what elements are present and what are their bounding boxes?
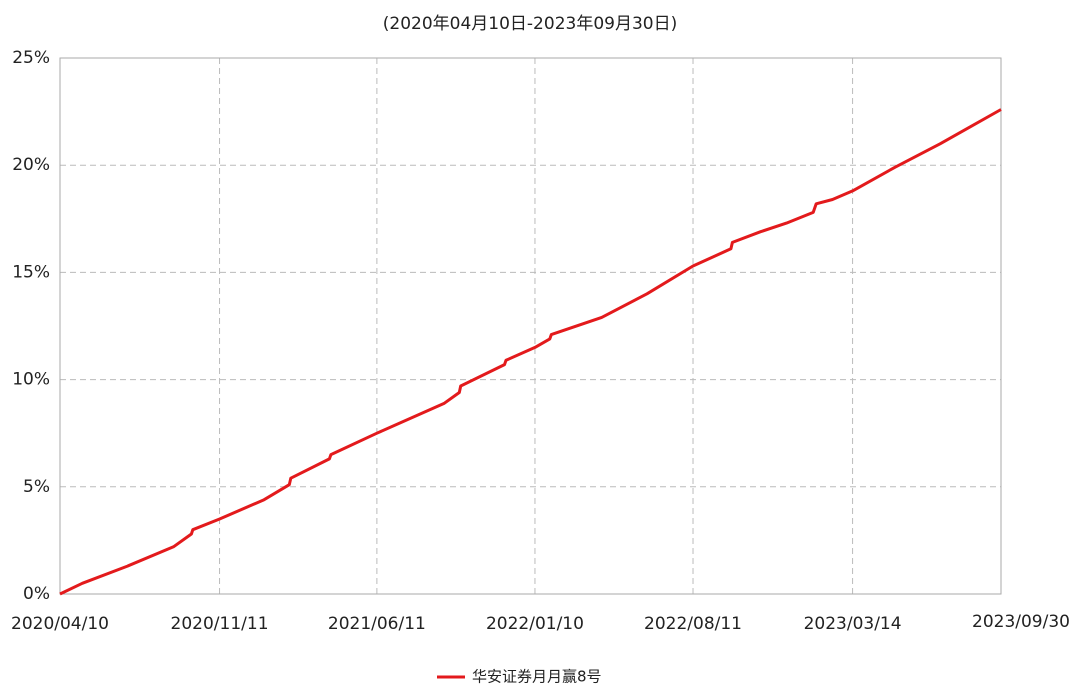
x-tick-label: 2022/08/11 [644, 614, 742, 634]
plot-border [59, 57, 1002, 595]
line [59, 108, 1002, 596]
chart-title: (2020年04月10日-2023年09月30日) [383, 14, 677, 34]
y-tick-label: 0% [23, 584, 50, 604]
y-tick-label: 10% [12, 370, 50, 390]
y-tick-label: 15% [12, 262, 50, 282]
y-tick-label: 5% [23, 477, 50, 497]
x-tick-label: 2020/04/10 [11, 614, 109, 634]
y-tick-label: 20% [12, 155, 50, 175]
x-tick-label: 2021/06/11 [328, 614, 426, 634]
x-tick-label: 2022/01/10 [486, 614, 584, 634]
legend-label: 华安证券月月赢8号 [472, 668, 602, 686]
x-tick-label: 2023/09/30 [972, 612, 1070, 632]
y-tick-label: 25% [12, 48, 50, 68]
x-tick-label: 2023/03/14 [804, 614, 902, 634]
x-tick-label: 2020/11/11 [171, 614, 269, 634]
